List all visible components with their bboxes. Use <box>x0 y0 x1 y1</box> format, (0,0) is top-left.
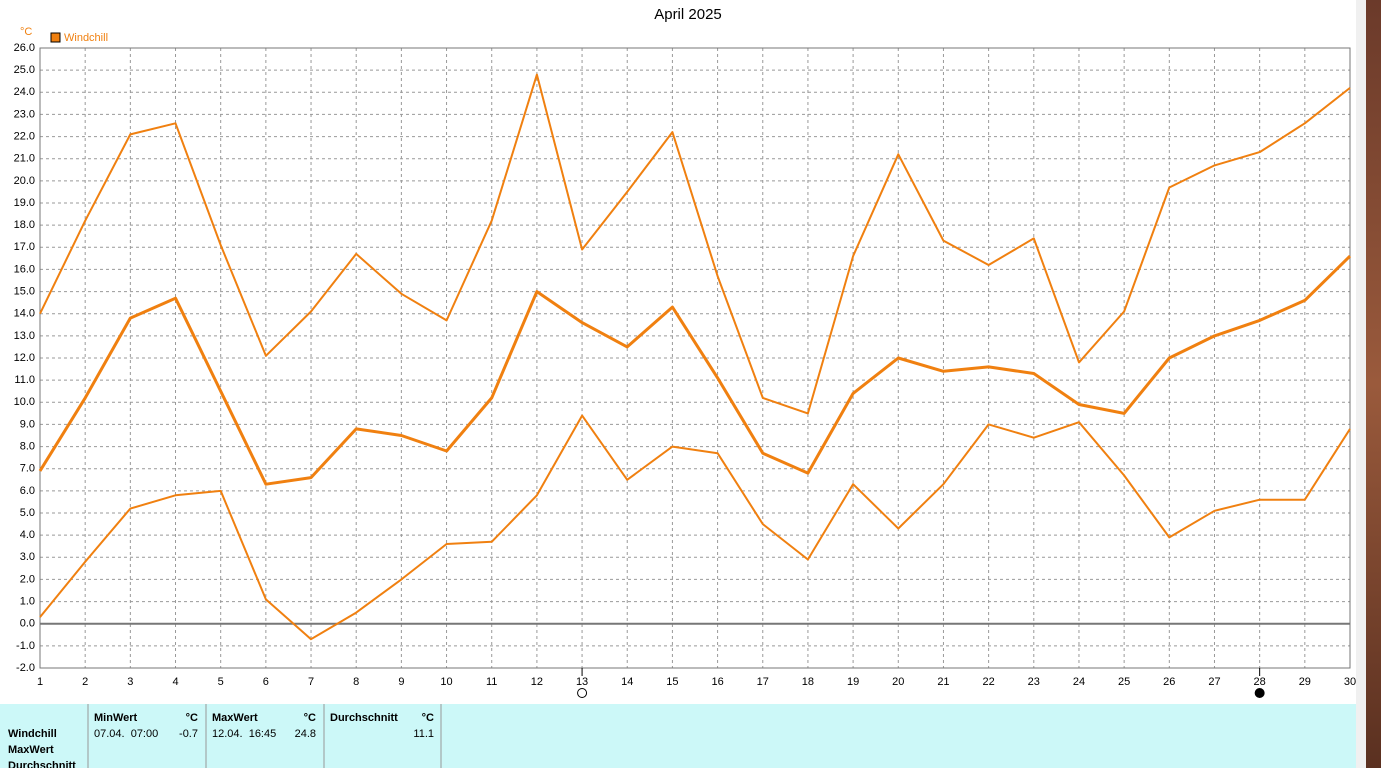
x-tick-label: 29 <box>1299 676 1311 688</box>
y-tick-label: 8.0 <box>20 440 35 452</box>
y-tick-label: 20.0 <box>14 175 35 187</box>
x-tick-label: 12 <box>531 676 543 688</box>
y-tick-label: 26.0 <box>14 42 35 54</box>
x-tick-label: 11 <box>486 676 497 688</box>
x-tick-label: 17 <box>757 676 769 688</box>
desktop-edge <box>1366 0 1381 768</box>
y-unit: °C <box>20 26 32 38</box>
chart-title: April 2025 <box>654 6 722 23</box>
y-tick-label: 1.0 <box>20 595 35 607</box>
x-tick-label: 9 <box>398 676 404 688</box>
y-tick-label: 9.0 <box>20 418 35 430</box>
x-tick-label: 23 <box>1028 676 1040 688</box>
x-tick-label: 19 <box>847 676 859 688</box>
y-tick-label: 19.0 <box>14 197 35 209</box>
column-header: MaxWert <box>212 712 258 724</box>
x-tick-label: 26 <box>1163 676 1175 688</box>
y-tick-label: 21.0 <box>14 153 35 165</box>
stat-date: 12.04. 16:45 <box>212 728 276 740</box>
column-unit: °C <box>304 712 316 724</box>
series-line <box>39 414 1351 641</box>
y-tick-label: 0.0 <box>20 618 35 630</box>
x-tick-label: 28 <box>1254 676 1266 688</box>
y-tick-label: 6.0 <box>20 485 35 497</box>
legend-label: Windchill <box>64 32 108 44</box>
y-tick-label: -2.0 <box>16 662 35 674</box>
x-tick-label: 7 <box>308 676 314 688</box>
y-tick-label: -1.0 <box>16 640 35 652</box>
y-tick-label: 5.0 <box>20 507 35 519</box>
y-tick-label: 14.0 <box>14 308 35 320</box>
x-tick-label: 14 <box>621 676 633 688</box>
moon-marker <box>577 688 588 698</box>
x-tick-label: 30 <box>1344 676 1356 688</box>
x-tick-label: 25 <box>1118 676 1130 688</box>
y-tick-label: 3.0 <box>20 551 35 563</box>
row-label: Windchill <box>8 728 57 740</box>
y-tick-label: 18.0 <box>14 219 35 231</box>
x-tick-label: 18 <box>802 676 814 688</box>
stat-value: 11.1 <box>413 728 434 740</box>
stat-date: 07.04. 07:00 <box>94 728 158 740</box>
y-tick-label: 11.0 <box>14 374 35 386</box>
x-tick-label: 24 <box>1073 676 1085 688</box>
stat-value: 24.8 <box>295 728 316 740</box>
y-tick-label: 24.0 <box>14 86 35 98</box>
x-tick-label: 22 <box>982 676 994 688</box>
x-tick-label: 8 <box>353 676 359 688</box>
series-line <box>38 255 1352 486</box>
y-tick-label: 2.0 <box>20 573 35 585</box>
legend-swatch <box>50 32 61 43</box>
y-tick-label: 7.0 <box>20 463 35 475</box>
y-tick-label: 15.0 <box>14 285 35 297</box>
x-tick-label: 16 <box>711 676 723 688</box>
row-label: Durchschnitt <box>8 760 76 768</box>
x-tick-label: 21 <box>937 676 949 688</box>
series-line <box>39 73 1351 415</box>
row-label: MaxWert <box>8 744 54 756</box>
column-header: MinWert <box>94 712 138 724</box>
y-tick-label: 25.0 <box>14 64 35 76</box>
y-tick-label: 16.0 <box>14 263 35 275</box>
plot-frame <box>39 47 1351 669</box>
y-tick-label: 23.0 <box>14 108 35 120</box>
x-tick-label: 2 <box>82 676 88 688</box>
x-tick-label: 6 <box>263 676 269 688</box>
column-unit: °C <box>422 712 434 724</box>
x-tick-label: 1 <box>37 676 43 688</box>
x-tick-label: 20 <box>892 676 904 688</box>
x-tick-label: 13 <box>576 676 588 688</box>
y-tick-label: 17.0 <box>14 241 35 253</box>
stat-value: -0.7 <box>179 728 198 740</box>
x-tick-label: 4 <box>172 676 178 688</box>
x-tick-label: 27 <box>1208 676 1220 688</box>
x-tick-label: 3 <box>127 676 133 688</box>
x-tick-label: 5 <box>218 676 224 688</box>
y-tick-label: 22.0 <box>14 130 35 142</box>
moon-marker <box>1254 688 1265 698</box>
x-tick-label: 10 <box>440 676 452 688</box>
x-tick-label: 15 <box>666 676 678 688</box>
y-tick-label: 13.0 <box>14 330 35 342</box>
stats-panel <box>0 704 1356 768</box>
column-unit: °C <box>186 712 198 724</box>
column-header: Durchschnitt <box>330 712 398 724</box>
y-tick-label: 4.0 <box>20 529 35 541</box>
y-tick-label: 12.0 <box>14 352 35 364</box>
y-tick-label: 10.0 <box>14 396 35 408</box>
scroll-gap <box>1356 0 1366 768</box>
